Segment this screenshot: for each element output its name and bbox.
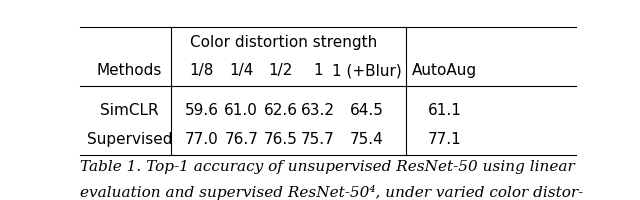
Text: 1/2: 1/2 [269,63,293,78]
Text: 76.7: 76.7 [224,131,258,146]
Text: evaluation and supervised ResNet-50⁴, under varied color distor-: evaluation and supervised ResNet-50⁴, un… [80,184,583,199]
Text: 1/8: 1/8 [189,63,214,78]
Text: Color distortion strength: Color distortion strength [191,35,378,50]
Text: Supervised: Supervised [87,131,172,146]
Text: 1: 1 [313,63,323,78]
Text: 59.6: 59.6 [184,103,218,118]
Text: 75.4: 75.4 [350,131,383,146]
Text: 61.0: 61.0 [224,103,258,118]
Text: 63.2: 63.2 [301,103,335,118]
Text: Methods: Methods [97,63,163,78]
Text: 76.5: 76.5 [264,131,298,146]
Text: 1 (+Blur): 1 (+Blur) [332,63,401,78]
Text: 1/4: 1/4 [229,63,253,78]
Text: 61.1: 61.1 [428,103,461,118]
Text: Table 1. Top-1 accuracy of unsupervised ResNet-50 using linear: Table 1. Top-1 accuracy of unsupervised … [80,159,575,173]
Text: 62.6: 62.6 [264,103,298,118]
Text: 64.5: 64.5 [349,103,383,118]
Text: AutoAug: AutoAug [412,63,477,78]
Text: 75.7: 75.7 [301,131,335,146]
Text: SimCLR: SimCLR [100,103,159,118]
Text: 77.1: 77.1 [428,131,461,146]
Text: 77.0: 77.0 [185,131,218,146]
